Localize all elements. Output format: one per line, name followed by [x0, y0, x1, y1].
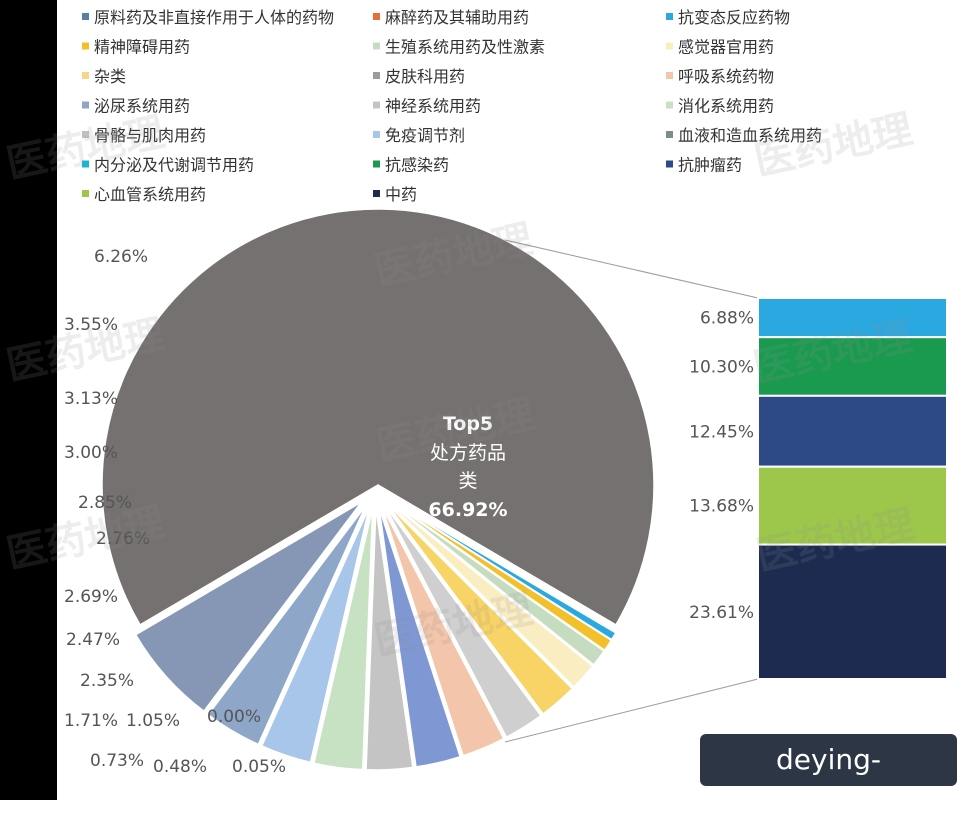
bar-segment-label: 10.30%	[689, 357, 754, 377]
slice-label: 0.73%	[90, 751, 144, 771]
legend-swatch	[82, 160, 89, 168]
center-label-line1: Top5	[443, 413, 493, 435]
watermark-text: 医药地理	[751, 107, 917, 185]
legend-swatch	[666, 13, 673, 20]
connector-lines	[504, 239, 759, 743]
connector-line-bottom	[504, 678, 759, 743]
pie-slice	[381, 506, 505, 757]
legend-swatch	[82, 101, 89, 109]
bar-segment-label: 13.68%	[689, 497, 754, 517]
legend-label: 心血管系统用药	[94, 185, 206, 204]
center-label-line3: 类	[458, 470, 477, 492]
pie-slice	[207, 505, 367, 746]
slice-label: 3.00%	[64, 443, 118, 463]
legend-label: 杂类	[94, 67, 126, 86]
pie-slice-top5	[101, 208, 655, 626]
watermark-text: 医药地理	[3, 110, 169, 188]
legend-swatch	[373, 131, 380, 138]
slice-label: 6.26%	[94, 247, 148, 267]
bar-segment	[757, 336, 948, 397]
legend-swatch	[373, 42, 380, 50]
pie-slice	[260, 506, 370, 764]
legend-swatch	[666, 101, 673, 109]
slice-label: 0.05%	[232, 757, 286, 777]
bar-segment-label: 6.88%	[700, 309, 754, 329]
legend-label: 抗肿瘤药	[678, 156, 742, 175]
slice-label: 1.05%	[126, 711, 180, 731]
slice-label: 0.00%	[207, 707, 261, 727]
pie-slice	[312, 507, 374, 771]
slice-label: 0.48%	[153, 757, 207, 777]
center-label: Top5 处方药品 类 66.92%	[428, 413, 507, 521]
legend-swatch	[82, 131, 89, 138]
pie-slice	[386, 503, 574, 715]
legend-label: 皮肤科用药	[385, 67, 465, 86]
bar-segment	[757, 543, 948, 680]
slice-label: 3.55%	[64, 315, 118, 335]
slice-label: 1.71%	[64, 711, 118, 731]
legend-swatch	[666, 131, 673, 138]
slice-label: 2.85%	[78, 493, 132, 513]
legend-label: 呼吸系统药物	[678, 67, 774, 86]
legend-label: 神经系统用药	[385, 97, 481, 116]
pie-slice	[383, 504, 542, 739]
site-watermark-badge: deying-install.com	[700, 734, 957, 828]
legend-label: 免疫调节剂	[385, 126, 465, 145]
breakdown-bar: 6.88% 10.30% 12.45% 13.68% 23.61%	[689, 297, 948, 680]
legend-label: 感觉器官用药	[678, 38, 774, 57]
legend-swatch	[373, 160, 380, 168]
slice-label: 2.35%	[80, 671, 134, 691]
slice-labels: 6.26% 3.55% 3.13% 3.00% 2.85% 2.76% 2.69% 2.47%…	[64, 247, 286, 777]
bar-segment	[757, 297, 948, 339]
center-label-value: 66.92%	[428, 499, 507, 521]
legend-swatch	[373, 190, 380, 197]
bar-segment-label: 23.61%	[689, 603, 754, 623]
legend-label: 麻醉药及其辅助用药	[385, 8, 529, 27]
slice-label: 2.76%	[96, 529, 150, 549]
pie-slice	[134, 501, 363, 713]
legend-label: 消化系统用药	[678, 97, 774, 116]
center-label-line2: 处方药品	[430, 442, 506, 464]
legend-swatch	[82, 190, 89, 197]
left-edge-bar	[0, 0, 57, 800]
pie-slice	[387, 501, 594, 689]
slice-label: 3.13%	[64, 389, 118, 409]
slice-label: 2.47%	[66, 630, 120, 650]
legend-swatch	[666, 160, 673, 168]
legend-swatch	[373, 101, 380, 109]
pie-slice	[378, 507, 462, 768]
legend-swatch	[82, 13, 89, 20]
legend-label: 生殖系统用药及性激素	[385, 38, 545, 57]
pie-slice	[388, 500, 606, 666]
legend-label: 精神障碍用药	[94, 38, 190, 57]
connector-line-top	[504, 239, 759, 299]
legend-label: 泌尿系统用药	[94, 97, 190, 116]
slice-label: 2.69%	[64, 587, 118, 607]
legend-swatch	[82, 72, 89, 79]
legend-swatch	[82, 42, 89, 50]
legend-swatch	[666, 42, 673, 50]
legend-swatch	[666, 72, 673, 79]
bar-segment	[757, 465, 948, 546]
pie-slice	[365, 507, 414, 771]
legend-label: 内分泌及代谢调节用药	[94, 156, 254, 175]
legend-label: 原料药及非直接作用于人体的药物	[94, 8, 334, 27]
legend-label: 中药	[385, 185, 417, 204]
legend-swatch	[373, 72, 380, 79]
pie-slice	[390, 498, 618, 634]
legend-label: 抗变态反应药物	[678, 8, 790, 27]
legend-label: 骨骼与肌肉用药	[94, 126, 206, 145]
bar-segment-label: 12.45%	[689, 422, 754, 442]
legend-label: 抗感染药	[385, 156, 449, 175]
legend-label: 血液和造血系统用药	[678, 126, 822, 145]
bar-segment	[757, 394, 948, 468]
pie	[101, 208, 655, 771]
legend-swatch	[373, 13, 380, 20]
